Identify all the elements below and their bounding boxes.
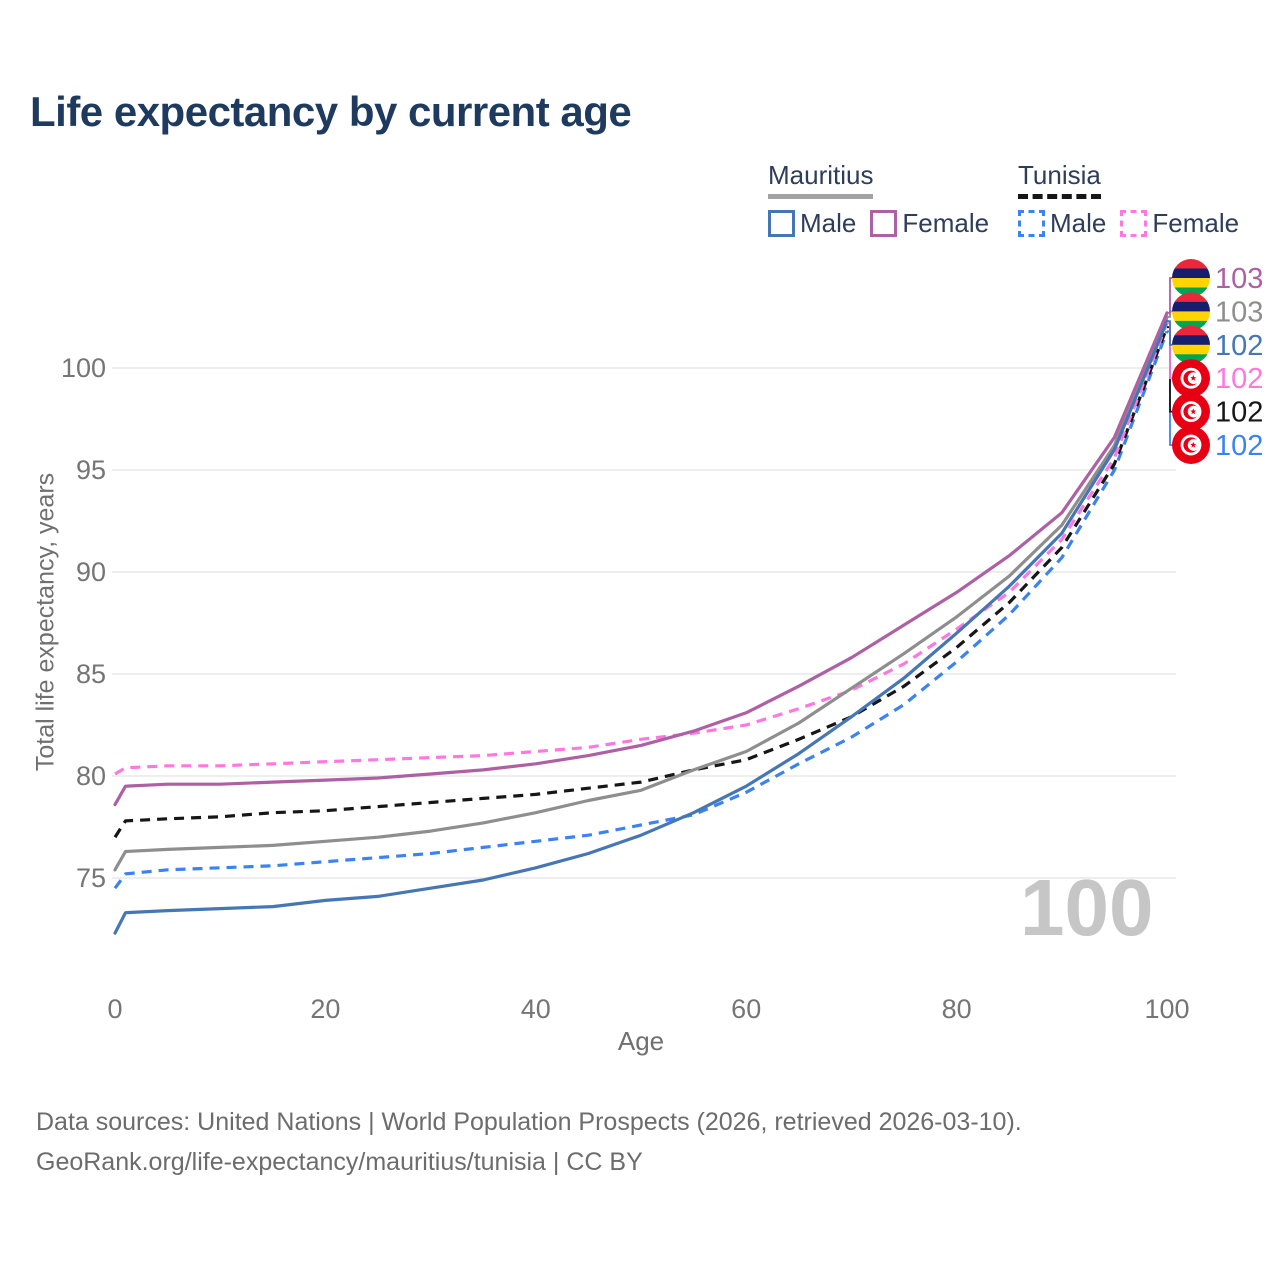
- y-tick-label-100: 100: [61, 353, 106, 383]
- x-tick-label-80: 80: [942, 994, 972, 1024]
- mauritius-flag-icon: [1172, 325, 1210, 364]
- legend-group-tunisia: Tunisia Male Female: [1018, 160, 1253, 239]
- series-line-tunisia[interactable]: [113, 326, 1169, 839]
- x-tick-label-40: 40: [521, 994, 551, 1024]
- end-label-value-tunisia: 102: [1215, 397, 1263, 429]
- series-line-tunisia-female[interactable]: [114, 322, 1169, 776]
- legend-label: Male: [1050, 208, 1107, 238]
- data-sources-text: Data sources: United Nations | World Pop…: [36, 1108, 1022, 1136]
- mauritius-flag-icon: [1172, 292, 1210, 331]
- mauritius-female-swatch-icon: [870, 210, 898, 237]
- end-label-value-mauritius-female: 103: [1215, 263, 1263, 295]
- series-line-mauritius-female[interactable]: [113, 311, 1169, 807]
- tunisia-flag-icon: [1172, 359, 1210, 398]
- series-line-mauritius[interactable]: [113, 315, 1169, 872]
- y-axis-title: Total life expectancy, years: [31, 472, 60, 772]
- legend-item-tunisia-male[interactable]: Male: [1018, 208, 1106, 239]
- end-label-value-mauritius-male: 102: [1215, 330, 1263, 362]
- y-tick-label-95: 95: [76, 455, 106, 485]
- page-title: Life expectancy by current age: [30, 88, 632, 135]
- x-tick-label-100: 100: [1144, 994, 1189, 1024]
- x-tick-label-0: 0: [107, 994, 122, 1024]
- series-line-mauritius-male[interactable]: [113, 319, 1169, 935]
- tunisia-flag-icon: [1172, 392, 1210, 431]
- end-label-value-tunisia-female: 102: [1215, 363, 1263, 395]
- series-line-tunisia-male[interactable]: [113, 330, 1169, 890]
- legend-group-mauritius: Mauritius Male Female: [768, 160, 1003, 239]
- x-tick-label-60: 60: [731, 994, 761, 1024]
- mauritius-flag-icon: [1172, 259, 1210, 297]
- x-axis-title: Age: [617, 1026, 665, 1056]
- legend-label: Female: [902, 208, 990, 238]
- age-frame-watermark: 100: [1020, 863, 1154, 952]
- y-tick-label-85: 85: [76, 659, 106, 689]
- tunisia-flag-icon: [1172, 426, 1210, 464]
- legend-label: Female: [1152, 208, 1240, 238]
- y-tick-label-90: 90: [76, 557, 106, 587]
- x-tick-label-20: 20: [310, 994, 340, 1024]
- mauritius-male-swatch-icon: [768, 210, 795, 237]
- end-label-value-tunisia-male: 102: [1215, 430, 1263, 462]
- tunisia-female-swatch-icon: [1120, 210, 1148, 237]
- tunisia-male-swatch-icon: [1018, 210, 1045, 237]
- attribution-text: GeoRank.org/life-expectancy/mauritius/tu…: [36, 1148, 643, 1176]
- y-tick-label-75: 75: [76, 863, 106, 893]
- legend-item-mauritius-female[interactable]: Female: [870, 208, 989, 239]
- y-tick-label-80: 80: [76, 761, 106, 791]
- end-label-value-mauritius: 103: [1215, 296, 1263, 328]
- legend-label: Male: [800, 208, 857, 238]
- legend-country-mauritius: Mauritius: [768, 160, 874, 199]
- legend-item-mauritius-male[interactable]: Male: [768, 208, 856, 239]
- legend-item-tunisia-female[interactable]: Female: [1120, 208, 1239, 239]
- legend-country-tunisia: Tunisia: [1018, 160, 1101, 199]
